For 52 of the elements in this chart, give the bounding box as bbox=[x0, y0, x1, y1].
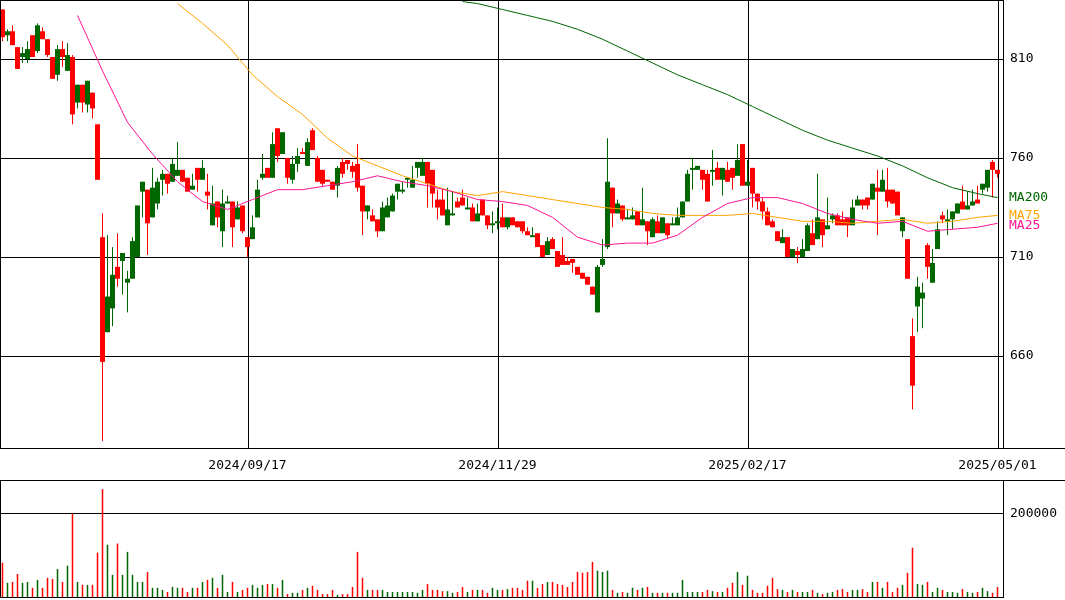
x-tick-label: 2024/09/17 bbox=[208, 457, 287, 472]
candlestick bbox=[990, 159, 995, 199]
candlestick bbox=[735, 143, 740, 177]
candlestick bbox=[245, 236, 250, 258]
candlestick bbox=[495, 206, 500, 230]
candlestick bbox=[200, 159, 205, 181]
candlestick bbox=[490, 210, 495, 234]
y-tick-label: 200000 bbox=[1010, 504, 1057, 520]
candlestick bbox=[945, 208, 950, 236]
candlestick bbox=[125, 270, 130, 313]
candlestick bbox=[260, 153, 265, 181]
line-series bbox=[77, 14, 998, 246]
candlestick bbox=[285, 157, 290, 185]
candlestick bbox=[925, 242, 930, 280]
candlestick bbox=[710, 149, 715, 187]
candlestick bbox=[720, 167, 725, 197]
candlestick bbox=[600, 238, 605, 268]
y-tick-label: 760 bbox=[1010, 149, 1034, 165]
candlestick bbox=[880, 169, 885, 193]
candlestick bbox=[60, 40, 65, 68]
candlestick bbox=[120, 252, 125, 296]
candlestick bbox=[140, 181, 145, 218]
candlestick bbox=[810, 218, 815, 246]
candlestick bbox=[335, 165, 340, 199]
candlestick bbox=[210, 185, 215, 226]
candlestick bbox=[745, 159, 750, 187]
x-tick-label: 2024/11/29 bbox=[458, 457, 537, 472]
candlestick bbox=[645, 220, 650, 246]
candlestick bbox=[65, 42, 70, 72]
candlestick bbox=[295, 147, 300, 173]
candlestick bbox=[760, 197, 765, 220]
candlestick bbox=[875, 169, 880, 236]
candlestick bbox=[115, 232, 120, 288]
candlestick bbox=[820, 218, 825, 248]
candlestick bbox=[290, 155, 295, 185]
candlestick bbox=[160, 169, 165, 197]
candlestick bbox=[815, 173, 820, 240]
candlestick bbox=[205, 173, 210, 210]
candlestick bbox=[825, 197, 830, 230]
x-tick-label: 2025/02/17 bbox=[708, 457, 787, 472]
candlestick bbox=[930, 248, 935, 284]
y-tick-label: 810 bbox=[1010, 50, 1034, 66]
candlestick bbox=[640, 187, 645, 226]
y-tick-label: 660 bbox=[1010, 347, 1034, 363]
candlestick bbox=[85, 80, 90, 113]
y-tick-label: 710 bbox=[1010, 248, 1034, 264]
x-tick-label: 2025/05/01 bbox=[958, 457, 1037, 472]
candlestick bbox=[305, 137, 310, 167]
series-label: MA200 bbox=[1009, 189, 1049, 205]
candlestick bbox=[935, 220, 940, 250]
candlestick bbox=[80, 84, 85, 113]
candlestick bbox=[90, 92, 95, 119]
